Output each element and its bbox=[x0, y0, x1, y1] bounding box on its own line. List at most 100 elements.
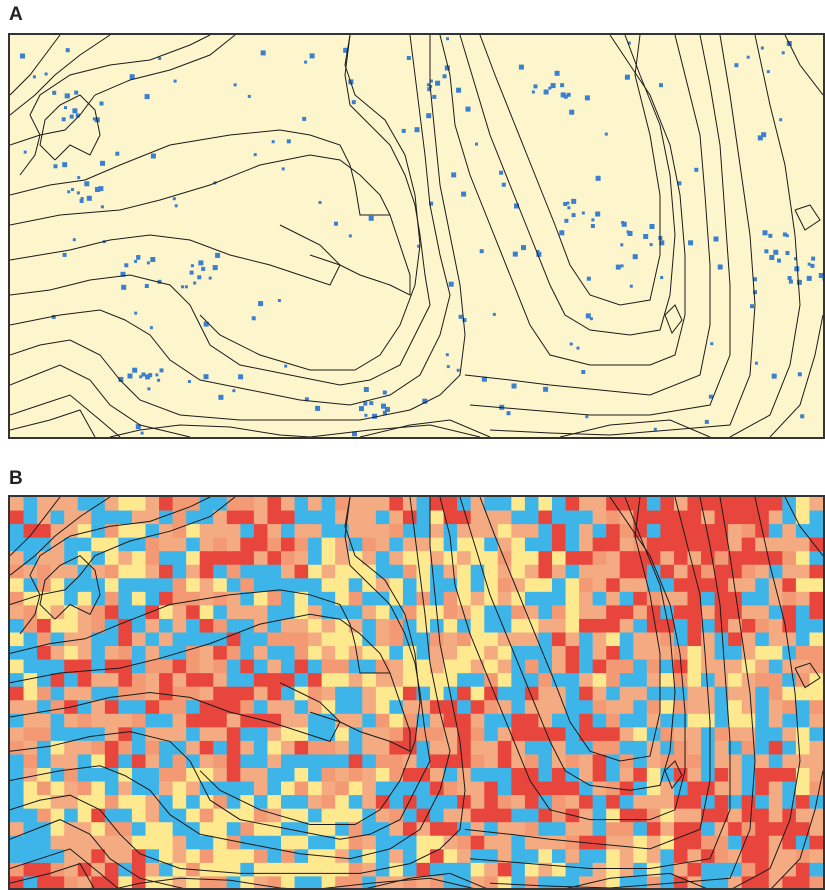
raster-cell bbox=[579, 673, 594, 688]
raster-cell bbox=[484, 632, 499, 647]
raster-cell bbox=[579, 537, 594, 552]
raster-cell bbox=[443, 578, 458, 593]
raster-cell bbox=[240, 795, 255, 810]
raster-cell bbox=[511, 700, 526, 715]
raster-cell bbox=[131, 727, 146, 742]
observation-point bbox=[448, 281, 454, 287]
raster-cell bbox=[172, 673, 187, 688]
raster-cell bbox=[348, 497, 363, 511]
raster-cell bbox=[592, 578, 607, 593]
raster-cell bbox=[308, 497, 323, 511]
observation-point bbox=[659, 83, 663, 88]
raster-cell bbox=[741, 862, 756, 877]
raster-cell bbox=[592, 862, 607, 877]
raster-cell bbox=[524, 605, 539, 620]
raster-cell bbox=[768, 768, 783, 782]
raster-cell bbox=[91, 727, 106, 742]
raster-cell bbox=[565, 795, 580, 810]
raster-cell bbox=[375, 849, 390, 864]
raster-cell bbox=[646, 686, 661, 701]
raster-cell bbox=[10, 659, 24, 674]
raster-cell bbox=[402, 795, 417, 810]
raster-cell bbox=[335, 795, 350, 810]
raster-cell bbox=[335, 673, 350, 688]
raster-cell bbox=[552, 808, 566, 823]
raster-cell bbox=[633, 632, 648, 647]
observation-point bbox=[155, 373, 159, 377]
observation-point bbox=[818, 273, 823, 278]
observation-point bbox=[190, 264, 194, 268]
raster-cell bbox=[619, 497, 634, 511]
raster-cell bbox=[335, 700, 350, 715]
raster-cell bbox=[294, 727, 309, 742]
observation-point bbox=[139, 375, 143, 379]
observation-point bbox=[807, 262, 811, 266]
raster-cell bbox=[592, 646, 607, 660]
raster-cell bbox=[457, 537, 472, 552]
raster-cell bbox=[77, 659, 92, 674]
contour-line bbox=[10, 364, 191, 437]
raster-cell bbox=[579, 754, 594, 769]
raster-cell bbox=[565, 835, 580, 850]
observation-point bbox=[277, 299, 281, 302]
raster-cell bbox=[457, 727, 472, 742]
raster-cell bbox=[416, 876, 431, 888]
raster-cell bbox=[497, 646, 512, 660]
raster-cell bbox=[497, 537, 512, 552]
observation-point bbox=[218, 394, 224, 400]
raster-cell bbox=[457, 713, 472, 728]
raster-cell bbox=[728, 578, 743, 593]
raster-cell bbox=[619, 768, 634, 782]
raster-cell bbox=[511, 822, 526, 837]
raster-cell bbox=[362, 781, 377, 796]
raster-cell bbox=[809, 537, 823, 552]
raster-cell bbox=[240, 781, 255, 796]
raster-cell bbox=[159, 768, 173, 782]
raster-cell bbox=[646, 510, 661, 525]
raster-cell bbox=[565, 510, 580, 525]
raster-cell bbox=[795, 686, 810, 701]
observation-point bbox=[660, 276, 664, 279]
raster-cell bbox=[809, 808, 823, 823]
raster-cell bbox=[402, 822, 417, 837]
raster-cell bbox=[91, 849, 106, 864]
raster-cell bbox=[226, 497, 241, 511]
raster-cell bbox=[240, 673, 255, 688]
raster-cell bbox=[457, 754, 472, 769]
observation-point bbox=[533, 84, 538, 89]
raster-cell bbox=[633, 862, 648, 877]
raster-cell bbox=[308, 646, 323, 660]
raster-cell bbox=[402, 497, 417, 511]
raster-cell bbox=[511, 524, 526, 539]
observation-point bbox=[422, 398, 428, 404]
raster-cell bbox=[50, 713, 65, 728]
observation-point bbox=[69, 114, 74, 119]
raster-cell bbox=[226, 835, 241, 850]
raster-cell bbox=[172, 754, 187, 769]
raster-cell bbox=[524, 686, 539, 701]
raster-cell bbox=[795, 578, 810, 593]
raster-cell bbox=[213, 686, 228, 701]
observation-point bbox=[381, 403, 386, 409]
observation-point bbox=[782, 232, 787, 237]
raster-cell bbox=[145, 727, 160, 742]
raster-cell bbox=[795, 713, 810, 728]
raster-cell bbox=[308, 578, 323, 593]
raster-cell bbox=[145, 795, 160, 810]
raster-cell bbox=[782, 713, 797, 728]
raster-cell bbox=[145, 700, 160, 715]
raster-cell bbox=[253, 605, 268, 620]
raster-cell bbox=[77, 781, 92, 796]
raster-cell bbox=[145, 673, 160, 688]
raster-cell bbox=[768, 564, 783, 579]
observation-point bbox=[446, 365, 450, 369]
raster-cell bbox=[443, 659, 458, 674]
raster-cell bbox=[484, 618, 499, 633]
raster-cell bbox=[226, 849, 241, 864]
contour-line bbox=[489, 35, 756, 436]
raster-cell bbox=[64, 659, 79, 674]
observation-point bbox=[492, 312, 496, 316]
raster-cell bbox=[321, 524, 336, 539]
raster-cell bbox=[10, 835, 24, 850]
contour-line bbox=[10, 819, 184, 888]
